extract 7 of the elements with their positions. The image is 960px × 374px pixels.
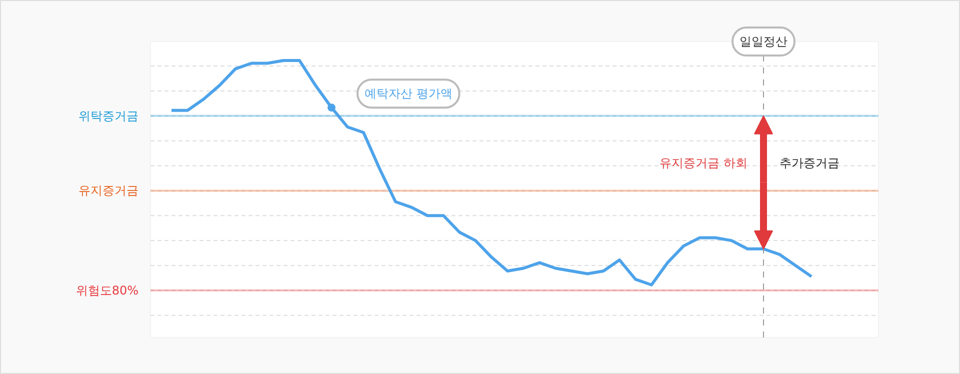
annotation: 유지증거금 하회 bbox=[660, 156, 748, 170]
text: 일일정산 bbox=[740, 34, 788, 48]
ref-line-label: 위험도80% bbox=[76, 283, 138, 298]
ref-line-label: 유지증거금 bbox=[78, 184, 138, 198]
ref-line-label: 위탁증거금 bbox=[78, 108, 138, 123]
annotation: 추가증거금 bbox=[780, 156, 840, 170]
text: 예탁자산 평가액 bbox=[364, 86, 452, 101]
